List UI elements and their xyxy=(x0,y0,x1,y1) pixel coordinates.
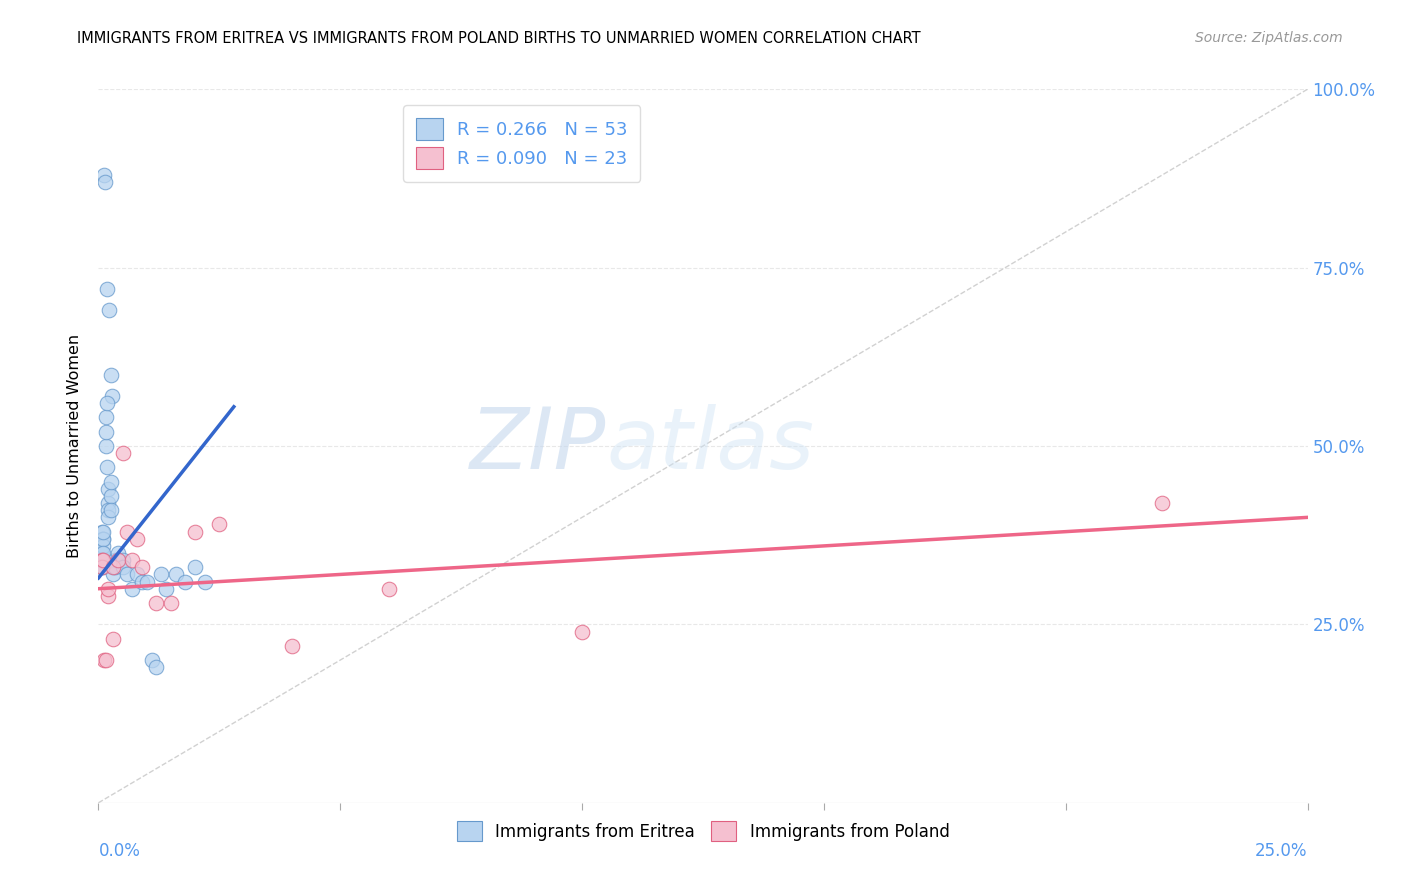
Point xyxy=(96,282,118,296)
Point xyxy=(91,553,114,567)
Point xyxy=(111,446,134,460)
Point xyxy=(131,574,153,589)
Point xyxy=(91,553,114,567)
Point xyxy=(121,582,143,596)
Legend: Immigrants from Eritrea, Immigrants from Poland: Immigrants from Eritrea, Immigrants from… xyxy=(450,814,956,848)
Text: 0.0%: 0.0% xyxy=(98,842,141,860)
Point xyxy=(141,653,163,667)
Point xyxy=(281,639,304,653)
Point xyxy=(97,510,120,524)
Point xyxy=(90,532,112,546)
Point xyxy=(101,560,124,574)
Point xyxy=(208,517,231,532)
Point xyxy=(90,546,112,560)
Point xyxy=(94,439,117,453)
Text: ZIP: ZIP xyxy=(470,404,606,488)
Point xyxy=(155,582,177,596)
Point xyxy=(91,546,114,560)
Point xyxy=(101,560,124,574)
Point xyxy=(91,524,114,539)
Point xyxy=(97,503,120,517)
Point xyxy=(131,560,153,574)
Point xyxy=(97,482,120,496)
Point xyxy=(104,553,127,567)
Point xyxy=(97,589,120,603)
Point xyxy=(93,168,115,182)
Point xyxy=(107,546,129,560)
Point xyxy=(91,532,114,546)
Point xyxy=(101,389,124,403)
Point xyxy=(160,596,183,610)
Point xyxy=(91,524,114,539)
Point xyxy=(117,567,139,582)
Point xyxy=(97,582,120,596)
Point xyxy=(90,553,112,567)
Point xyxy=(121,553,143,567)
Text: IMMIGRANTS FROM ERITREA VS IMMIGRANTS FROM POLAND BIRTHS TO UNMARRIED WOMEN CORR: IMMIGRANTS FROM ERITREA VS IMMIGRANTS FR… xyxy=(77,31,921,46)
Point xyxy=(100,368,122,382)
Point xyxy=(96,460,118,475)
Point xyxy=(377,582,399,596)
Point xyxy=(100,475,122,489)
Point xyxy=(127,567,149,582)
Point xyxy=(91,560,114,574)
Text: atlas: atlas xyxy=(606,404,814,488)
Point xyxy=(127,532,149,546)
Point xyxy=(145,660,167,674)
Point xyxy=(101,632,124,646)
Point xyxy=(1152,496,1174,510)
Point xyxy=(174,574,197,589)
Text: 25.0%: 25.0% xyxy=(1256,842,1308,860)
Point xyxy=(93,175,115,189)
Point xyxy=(104,560,127,574)
Point xyxy=(91,539,114,553)
Point xyxy=(111,553,134,567)
Point xyxy=(94,425,117,439)
Point xyxy=(100,503,122,517)
Point xyxy=(135,574,157,589)
Point xyxy=(91,532,114,546)
Point xyxy=(91,546,114,560)
Point xyxy=(107,553,129,567)
Point xyxy=(194,574,217,589)
Point xyxy=(96,410,118,425)
Point xyxy=(90,560,112,574)
Point xyxy=(91,560,114,574)
Point xyxy=(101,560,124,574)
Point xyxy=(97,496,120,510)
Point xyxy=(100,489,122,503)
Point xyxy=(101,567,124,582)
Y-axis label: Births to Unmarried Women: Births to Unmarried Women xyxy=(67,334,83,558)
Point xyxy=(184,524,207,539)
Point xyxy=(96,396,118,410)
Point xyxy=(90,553,112,567)
Point xyxy=(184,560,207,574)
Point xyxy=(98,303,121,318)
Point xyxy=(117,524,139,539)
Point xyxy=(107,553,129,567)
Point xyxy=(150,567,173,582)
Point xyxy=(93,653,115,667)
Point xyxy=(111,560,134,574)
Text: Source: ZipAtlas.com: Source: ZipAtlas.com xyxy=(1195,31,1343,45)
Point xyxy=(145,596,167,610)
Point xyxy=(165,567,187,582)
Point xyxy=(571,624,593,639)
Point xyxy=(94,653,117,667)
